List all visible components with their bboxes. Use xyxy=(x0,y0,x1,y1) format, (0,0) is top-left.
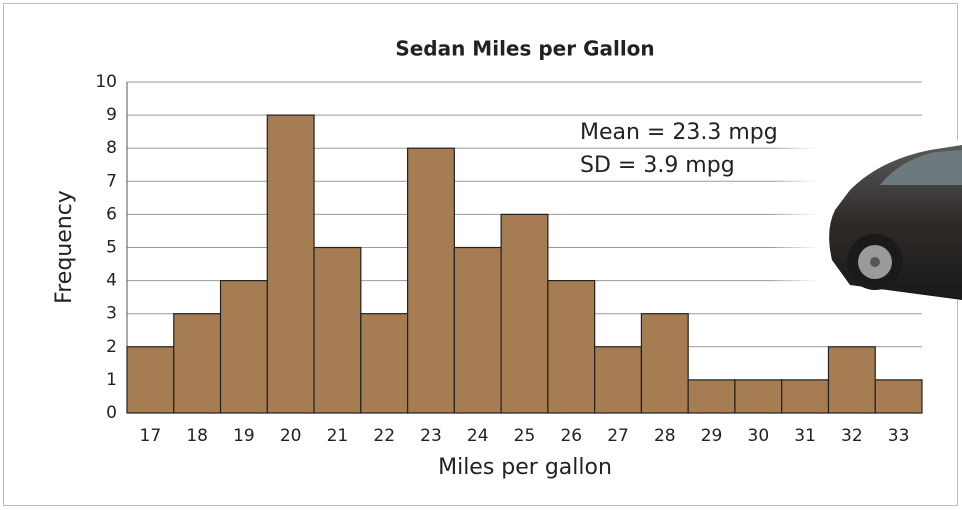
x-tick-label: 24 xyxy=(467,426,489,446)
bar xyxy=(595,347,642,413)
x-tick-label: 18 xyxy=(186,426,208,446)
bar xyxy=(361,314,408,413)
x-tick-label: 22 xyxy=(373,426,395,446)
x-tick-label: 25 xyxy=(514,426,536,446)
y-tick-label: 4 xyxy=(106,271,117,291)
x-tick-label: 26 xyxy=(560,426,582,446)
bar xyxy=(221,281,268,413)
y-tick-label: 1 xyxy=(106,370,117,390)
x-tick-label: 20 xyxy=(280,426,302,446)
bar xyxy=(454,248,501,414)
bar xyxy=(875,380,922,413)
y-axis-title: Frequency xyxy=(52,190,77,304)
chart-title: Sedan Miles per Gallon xyxy=(395,37,654,61)
x-tick-label: 17 xyxy=(140,426,162,446)
bar xyxy=(782,380,829,413)
x-tick-label: 31 xyxy=(794,426,816,446)
bar xyxy=(501,214,548,413)
bar xyxy=(127,347,174,413)
bar xyxy=(828,347,875,413)
bar xyxy=(267,115,314,413)
y-tick-label: 5 xyxy=(106,238,117,258)
bar xyxy=(688,380,735,413)
y-tick-label: 7 xyxy=(106,171,117,191)
chart: Sedan Miles per Gallon Miles per gallon … xyxy=(0,0,962,510)
x-tick-label: 29 xyxy=(701,426,723,446)
x-axis-title: Miles per gallon xyxy=(438,455,612,480)
y-tick-label: 10 xyxy=(95,72,117,92)
annotation: SD = 3.9 mpg xyxy=(580,153,735,178)
bar xyxy=(641,314,688,413)
x-tick-label: 30 xyxy=(748,426,770,446)
annotation: Mean = 23.3 mpg xyxy=(580,120,778,145)
bar xyxy=(548,281,595,413)
x-tick-label: 19 xyxy=(233,426,255,446)
bar xyxy=(174,314,221,413)
y-tick-label: 2 xyxy=(106,337,117,357)
x-tick-label: 23 xyxy=(420,426,442,446)
x-tick-label: 33 xyxy=(888,426,910,446)
x-tick-label: 32 xyxy=(841,426,863,446)
y-tick-label: 9 xyxy=(106,105,117,125)
y-tick-label: 0 xyxy=(106,403,117,423)
bar xyxy=(735,380,782,413)
bar xyxy=(408,148,455,413)
x-tick-label: 28 xyxy=(654,426,676,446)
bar xyxy=(314,248,361,414)
x-tick-label: 27 xyxy=(607,426,629,446)
y-tick-label: 3 xyxy=(106,304,117,324)
x-tick-label: 21 xyxy=(327,426,349,446)
y-tick-label: 6 xyxy=(106,204,117,224)
y-tick-label: 8 xyxy=(106,138,117,158)
